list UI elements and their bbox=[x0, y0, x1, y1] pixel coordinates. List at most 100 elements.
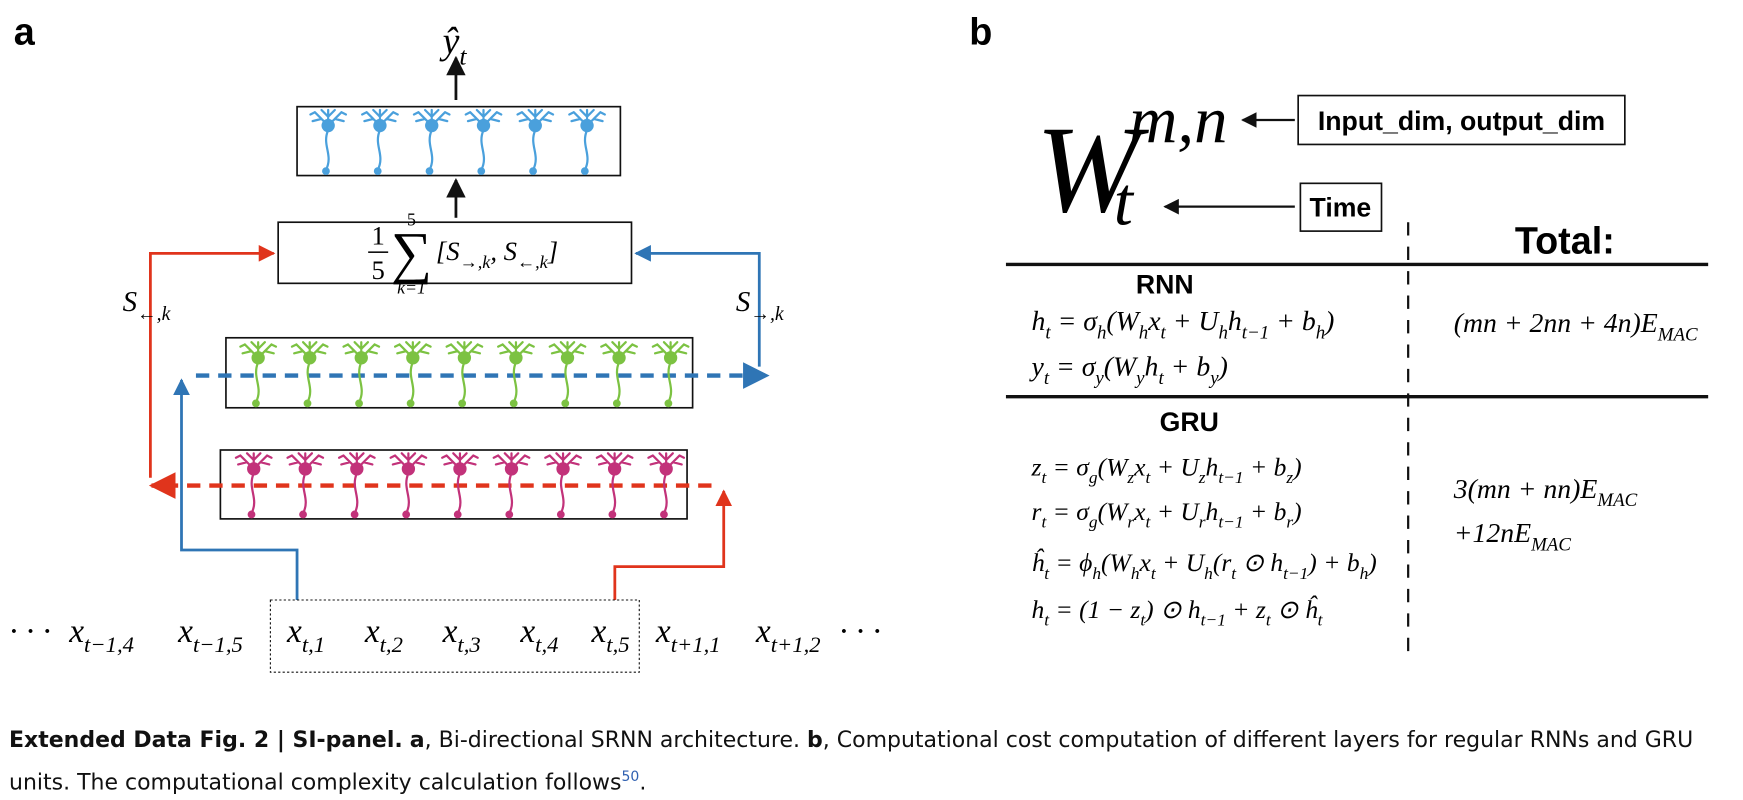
subscript: t bbox=[1231, 564, 1237, 583]
neuron-dendrites bbox=[492, 452, 531, 470]
neuron-soma bbox=[321, 118, 335, 133]
neuron-axon bbox=[405, 472, 410, 515]
subscript: t bbox=[1045, 322, 1051, 343]
neuron-terminal bbox=[477, 167, 486, 175]
formula-text: S bbox=[123, 286, 137, 318]
neuron-dendrites bbox=[595, 452, 634, 470]
formula-text: + U bbox=[1150, 497, 1200, 526]
neuron-dendrites bbox=[600, 341, 638, 359]
formula-text: x bbox=[591, 613, 607, 650]
subscript: MAC bbox=[1530, 535, 1571, 556]
neuron-terminal bbox=[529, 167, 537, 175]
subscript: t−1 bbox=[1201, 610, 1226, 629]
caption-a: a bbox=[409, 728, 425, 753]
subscript: t,3 bbox=[457, 632, 480, 657]
subscript: t+1,2 bbox=[771, 632, 821, 657]
neuron-terminal bbox=[406, 399, 415, 408]
neuron-dendrites bbox=[412, 108, 451, 127]
formula-text: h bbox=[1032, 595, 1045, 624]
neuron-soma bbox=[425, 118, 439, 133]
subscript: t bbox=[1044, 368, 1050, 389]
subscript: t bbox=[1044, 610, 1050, 629]
neuron bbox=[647, 452, 686, 519]
gru-equation: rt = σg(Wrxt + Urht−1 + br) bbox=[1032, 497, 1302, 532]
subscript: h bbox=[1316, 322, 1325, 343]
subscript: t,5 bbox=[606, 632, 629, 657]
formula-text: + b bbox=[1269, 306, 1316, 337]
neuron-dendrites bbox=[337, 452, 376, 470]
subscript: z bbox=[1126, 468, 1134, 487]
neuron bbox=[497, 341, 535, 408]
neuron-axon bbox=[508, 472, 514, 515]
formula-text: (W bbox=[1101, 548, 1134, 577]
formula-text: y bbox=[1029, 352, 1045, 383]
formula-text: x bbox=[68, 613, 84, 650]
subscript: y bbox=[1134, 368, 1145, 389]
sum-symbol: ∑ bbox=[391, 222, 432, 285]
caption-a-text: , Bi-directional SRNN architecture. bbox=[424, 728, 801, 753]
neuron-terminal bbox=[299, 510, 307, 519]
subscript: →,k bbox=[460, 252, 492, 272]
neuron-terminal bbox=[505, 510, 514, 519]
neuron-axon bbox=[353, 472, 359, 515]
output-symbol: ŷt bbox=[439, 20, 468, 70]
subscript: t bbox=[1146, 513, 1152, 532]
neuron-terminal bbox=[664, 399, 673, 408]
neuron-soma bbox=[580, 118, 594, 133]
neuron-soma bbox=[406, 351, 420, 365]
subscript: t bbox=[1158, 368, 1164, 389]
neuron-terminal bbox=[402, 510, 411, 519]
neuron bbox=[342, 341, 381, 408]
sum-term: [S→,k, S←,k] bbox=[436, 236, 558, 272]
neuron-axon bbox=[428, 128, 434, 172]
subscript: t,1 bbox=[302, 632, 325, 657]
formula-text: (r bbox=[1213, 548, 1233, 577]
neuron-soma bbox=[251, 351, 265, 365]
subscript: t−1 bbox=[1218, 513, 1243, 532]
rnn-total: (mn + 2nn + 4n)EMAC bbox=[1454, 308, 1698, 345]
formula-text: x bbox=[1133, 453, 1146, 482]
neuron-dendrites bbox=[464, 108, 503, 127]
formula-text: ) bbox=[1217, 352, 1228, 383]
subscript: r bbox=[1127, 513, 1134, 532]
formula-text: ) bbox=[1323, 306, 1334, 337]
neuron-axon bbox=[512, 361, 518, 404]
subscript: t−1 bbox=[1283, 564, 1308, 583]
formula-text: = σ bbox=[1051, 306, 1099, 337]
sequence-item: xt,2 bbox=[364, 613, 403, 657]
subscript: r bbox=[1286, 513, 1293, 532]
subscript: y bbox=[1208, 368, 1219, 389]
neuron-soma bbox=[298, 462, 312, 476]
neuron-terminal bbox=[322, 167, 330, 175]
formula-text: 3(mn + nn)E bbox=[1453, 474, 1598, 505]
neuron bbox=[516, 108, 555, 175]
neuron-soma bbox=[659, 462, 673, 476]
sequence-item: xt+1,1 bbox=[655, 613, 721, 657]
neuron bbox=[595, 452, 634, 519]
formula-text: h bbox=[1145, 352, 1159, 383]
formula-text: r bbox=[1032, 497, 1043, 526]
sequence-item: xt,5 bbox=[591, 613, 630, 657]
neuron-soma bbox=[453, 462, 467, 476]
total-header: Total: bbox=[1515, 220, 1615, 262]
formula-text: h bbox=[1206, 497, 1219, 526]
subscript: t bbox=[1041, 513, 1047, 532]
caption-ref: 50 bbox=[621, 769, 640, 785]
neuron bbox=[234, 452, 273, 519]
subscript: g bbox=[1089, 513, 1098, 532]
neuron-axon bbox=[615, 361, 621, 404]
neuron-dendrites bbox=[647, 452, 686, 470]
subscript: h bbox=[1139, 322, 1148, 343]
neuron-soma bbox=[663, 351, 678, 365]
neuron-soma bbox=[247, 462, 261, 476]
gru-equation: ht = (1 − zt) ⊙ ht−1 + zt ⊙ ĥt bbox=[1032, 595, 1324, 630]
rnn-equation: yt = σy(Wyht + by) bbox=[1029, 352, 1228, 389]
formula-text: h bbox=[1228, 306, 1242, 337]
neuron-terminal bbox=[458, 399, 467, 408]
neuron-dendrites bbox=[290, 341, 329, 359]
caption: Extended Data Fig. 2 | SI-panel. a, Bi-d… bbox=[9, 723, 1729, 800]
neuron-terminal bbox=[355, 399, 363, 408]
neuron-soma bbox=[401, 462, 416, 476]
neuron-soma bbox=[607, 462, 622, 476]
subscript: t bbox=[1318, 610, 1324, 629]
